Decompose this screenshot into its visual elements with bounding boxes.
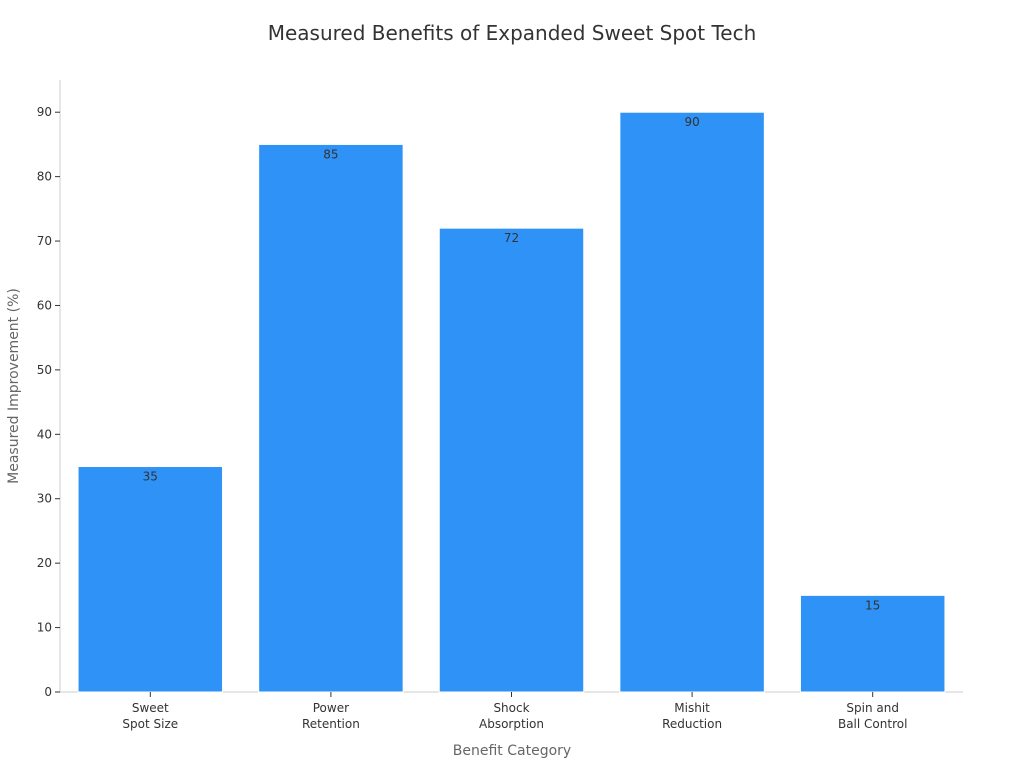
data-label: 15 xyxy=(865,598,880,612)
chart-title: Measured Benefits of Expanded Sweet Spot… xyxy=(268,21,757,45)
x-tick-label: Retention xyxy=(302,717,360,731)
data-label: 72 xyxy=(504,231,519,245)
y-tick-label: 10 xyxy=(37,621,52,635)
bar xyxy=(258,143,404,693)
x-axis-title: Benefit Category xyxy=(453,743,571,759)
bar xyxy=(619,111,765,693)
y-tick-label: 50 xyxy=(37,363,52,377)
bar xyxy=(77,466,224,693)
data-label: 85 xyxy=(323,147,338,161)
data-label: 90 xyxy=(684,115,699,129)
bar xyxy=(438,227,585,693)
y-axis-title: Measured Improvement (%) xyxy=(6,288,22,484)
y-tick-label: 40 xyxy=(37,427,52,441)
y-tick-label: 80 xyxy=(37,170,52,184)
x-tick-label: Reduction xyxy=(662,717,722,731)
x-tick-label: Spot Size xyxy=(122,717,178,731)
x-tick-label: Absorption xyxy=(479,717,544,731)
y-tick-label: 70 xyxy=(37,234,52,248)
data-label: 35 xyxy=(143,470,158,484)
y-tick-label: 30 xyxy=(37,492,52,506)
x-tick-label: Ball Control xyxy=(838,717,907,731)
x-tick-label: Power xyxy=(313,701,349,715)
x-tick-label: Mishit xyxy=(674,701,710,715)
plot-area: 0 10 20 30 40 50 60 70 80 90 35 Sweet Spot Size 85 Pow… xyxy=(37,80,963,731)
x-tick-label: Shock xyxy=(493,701,529,715)
y-tick-label: 20 xyxy=(37,556,52,570)
y-tick-label: 0 xyxy=(44,685,52,699)
x-tick-label: Sweet xyxy=(132,701,169,715)
bar xyxy=(799,594,946,693)
y-tick-label: 90 xyxy=(37,105,52,119)
x-tick-label: Spin and xyxy=(846,701,899,715)
y-tick-label: 60 xyxy=(37,298,52,312)
